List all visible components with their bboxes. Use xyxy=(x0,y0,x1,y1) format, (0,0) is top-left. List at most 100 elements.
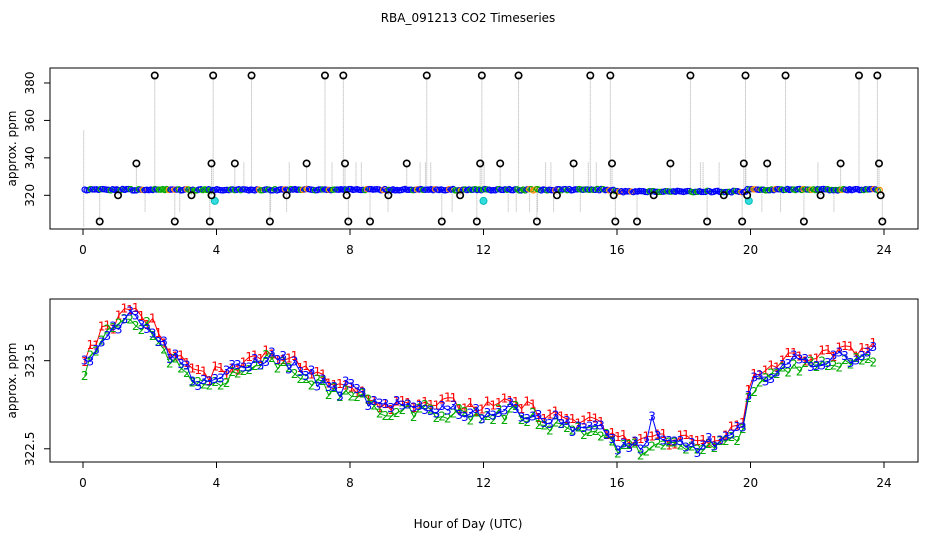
bottom-point-label-2: 2 xyxy=(523,415,531,429)
bottom-point-label-1: 1 xyxy=(81,355,89,369)
bottom-point-label-3: 3 xyxy=(410,401,418,415)
bottom-point-label-1: 1 xyxy=(330,378,338,392)
bottom-point-label-1: 1 xyxy=(620,428,628,442)
bottom-point-label-1: 1 xyxy=(268,348,276,362)
top-outlier-point xyxy=(384,191,393,200)
bottom-point-label-2: 2 xyxy=(433,411,441,425)
bottom-point-label-2: 2 xyxy=(166,356,174,370)
bottom-point-label-2: 2 xyxy=(444,412,452,426)
bottom-point-label-2: 2 xyxy=(591,424,599,438)
bottom-point-label-2: 2 xyxy=(796,364,804,378)
bottom-point-label-3: 3 xyxy=(739,420,747,434)
top-outlier-point xyxy=(854,71,863,80)
bottom-point-label-3: 3 xyxy=(240,361,248,375)
top-measurement-point xyxy=(868,185,875,193)
bottom-point-label-3: 3 xyxy=(728,427,736,441)
bottom-point-label-1: 1 xyxy=(433,399,441,413)
bottom-point-label-1: 1 xyxy=(121,301,129,315)
bottom-point-label-3: 3 xyxy=(296,365,304,379)
bottom-point-label-2: 2 xyxy=(115,317,123,331)
bottom-point-label-1: 1 xyxy=(807,353,815,367)
top-outlier-point xyxy=(799,217,808,226)
top-measurement-point xyxy=(662,188,669,195)
bottom-point-label-2: 2 xyxy=(194,375,202,389)
top-measurement-point xyxy=(764,187,771,194)
bottom-point-label-3: 3 xyxy=(319,372,327,386)
bottom-point-label-1: 1 xyxy=(546,408,554,422)
bottom-point-label-3: 3 xyxy=(223,363,231,377)
top-panel: 0 4 8 12 16 20 24 320 340 360 380 approx. ppm xyxy=(5,67,919,257)
bottom-point-label-1: 1 xyxy=(818,344,826,358)
bottom-point-label-2: 2 xyxy=(512,399,520,413)
top-measurement-point xyxy=(788,186,795,193)
bottom-point-label-1: 1 xyxy=(251,349,259,363)
bottom-point-label-3: 3 xyxy=(501,404,509,418)
bottom-point-label-3: 3 xyxy=(200,373,208,387)
bottom-point-label-2: 2 xyxy=(574,421,582,435)
bottom-point-label-1: 1 xyxy=(626,437,634,451)
bottom-point-label-1: 1 xyxy=(847,340,855,354)
bottom-point-label-1: 1 xyxy=(711,434,719,448)
bottom-point-label-1: 1 xyxy=(126,303,134,317)
bottom-point-label-2: 2 xyxy=(427,402,435,416)
bottom-point-label-3: 3 xyxy=(234,358,242,372)
bottom-x-tick-label: 0 xyxy=(79,476,87,490)
bottom-point-label-3: 3 xyxy=(637,443,645,457)
bottom-point-label-2: 2 xyxy=(455,402,463,416)
bottom-line-3 xyxy=(84,310,874,454)
bottom-point-label-1: 1 xyxy=(143,318,151,332)
bottom-point-label-2: 2 xyxy=(81,369,89,383)
bottom-point-label-1: 1 xyxy=(342,379,350,393)
bottom-point-label-2: 2 xyxy=(705,437,713,451)
bottom-point-label-3: 3 xyxy=(172,347,180,361)
bottom-point-label-2: 2 xyxy=(313,373,321,387)
bottom-point-label-1: 1 xyxy=(472,404,480,418)
bottom-point-label-3: 3 xyxy=(438,399,446,413)
top-measurement-point xyxy=(331,186,339,193)
bottom-point-label-3: 3 xyxy=(183,359,191,373)
top-x-tick-label: 4 xyxy=(213,243,221,257)
top-outlier-point xyxy=(265,217,274,226)
bottom-point-label-1: 1 xyxy=(302,359,310,373)
bottom-point-label-3: 3 xyxy=(603,428,611,442)
top-outlier-point xyxy=(170,217,179,226)
bottom-point-label-2: 2 xyxy=(813,360,821,374)
top-measurement-point xyxy=(317,186,325,193)
bottom-point-label-1: 1 xyxy=(614,430,622,444)
bottom-point-label-3: 3 xyxy=(830,348,838,362)
bottom-point-label-2: 2 xyxy=(234,366,242,380)
bottom-point-label-1: 1 xyxy=(501,392,509,406)
bottom-point-label-1: 1 xyxy=(166,346,174,360)
bottom-point-label-3: 3 xyxy=(98,336,106,350)
top-outlier-point xyxy=(207,191,216,200)
bottom-point-label-2: 2 xyxy=(756,376,764,390)
top-outlier-point xyxy=(247,71,256,80)
top-outlier-point xyxy=(402,159,411,168)
bottom-point-label-2: 2 xyxy=(750,385,758,399)
bottom-point-label-1: 1 xyxy=(557,409,565,423)
bottom-x-tick-label: 8 xyxy=(346,476,354,490)
top-measurement-point xyxy=(345,185,353,193)
bottom-point-label-3: 3 xyxy=(461,410,469,424)
bottom-point-label-3: 3 xyxy=(109,320,117,334)
top-outlier-point xyxy=(496,159,505,168)
bottom-point-label-3: 3 xyxy=(268,345,276,359)
top-outlier-point xyxy=(132,159,141,168)
top-outlier-point xyxy=(816,191,825,200)
top-measurement-point xyxy=(698,188,705,196)
bottom-point-label-1: 1 xyxy=(223,368,231,382)
bottom-point-label-1: 1 xyxy=(387,403,395,417)
top-measurement-series xyxy=(81,185,883,196)
bottom-point-label-3: 3 xyxy=(626,441,634,455)
top-outlier-point xyxy=(741,71,750,80)
bottom-point-label-3: 3 xyxy=(779,358,787,372)
bottom-point-label-1: 1 xyxy=(183,356,191,370)
bottom-point-label-1: 1 xyxy=(92,338,100,352)
bottom-point-label-3: 3 xyxy=(654,429,662,443)
bottom-point-label-2: 2 xyxy=(739,422,747,436)
bottom-point-label-2: 2 xyxy=(172,352,180,366)
top-measurement-point xyxy=(732,187,739,195)
bottom-point-label-2: 2 xyxy=(818,354,826,368)
bottom-point-label-3: 3 xyxy=(762,374,770,388)
